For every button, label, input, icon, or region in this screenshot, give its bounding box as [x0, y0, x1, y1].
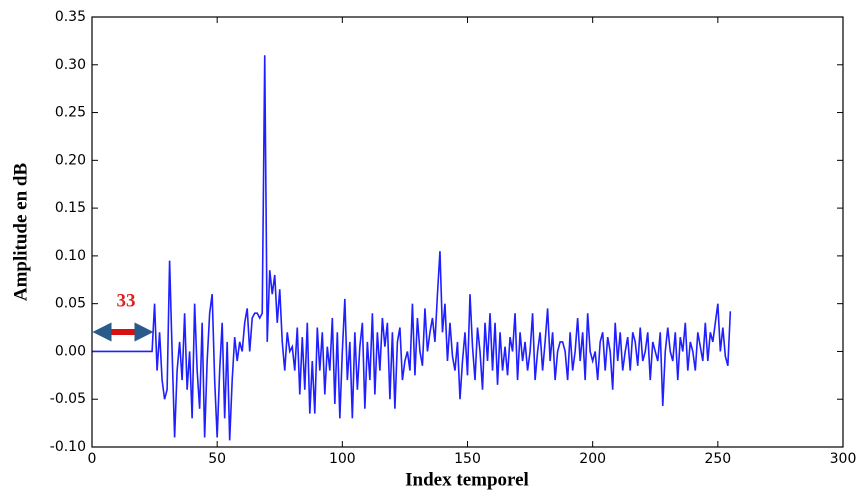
y-tick-label: 0.25 [55, 105, 86, 121]
y-tick-label: 0.00 [55, 343, 86, 359]
y-tick-label: 0.30 [55, 57, 86, 73]
y-tick-label: 0.20 [55, 152, 86, 168]
y-tick-label: 0.05 [55, 296, 86, 312]
x-tick-label: 150 [454, 451, 481, 467]
x-tick-label: 50 [208, 451, 226, 467]
y-tick-label: -0.10 [50, 439, 86, 455]
y-tick-label: 0.15 [55, 200, 86, 216]
y-tick-label: -0.05 [50, 391, 86, 407]
x-tick-label: 0 [88, 451, 97, 467]
x-axis-label: Index temporel [405, 469, 529, 490]
y-tick-label: 0.10 [55, 248, 86, 264]
data-line [92, 55, 732, 441]
x-tick-label: 250 [704, 451, 731, 467]
y-tick-label: 0.35 [55, 9, 86, 25]
x-tick-label: 100 [329, 451, 356, 467]
plot-frame [91, 16, 844, 448]
annotation: 33 [117, 290, 136, 311]
x-tick-label: 300 [830, 451, 857, 467]
x-tick-label: 200 [579, 451, 606, 467]
y-axis-label: Amplitude en dB [10, 163, 31, 302]
